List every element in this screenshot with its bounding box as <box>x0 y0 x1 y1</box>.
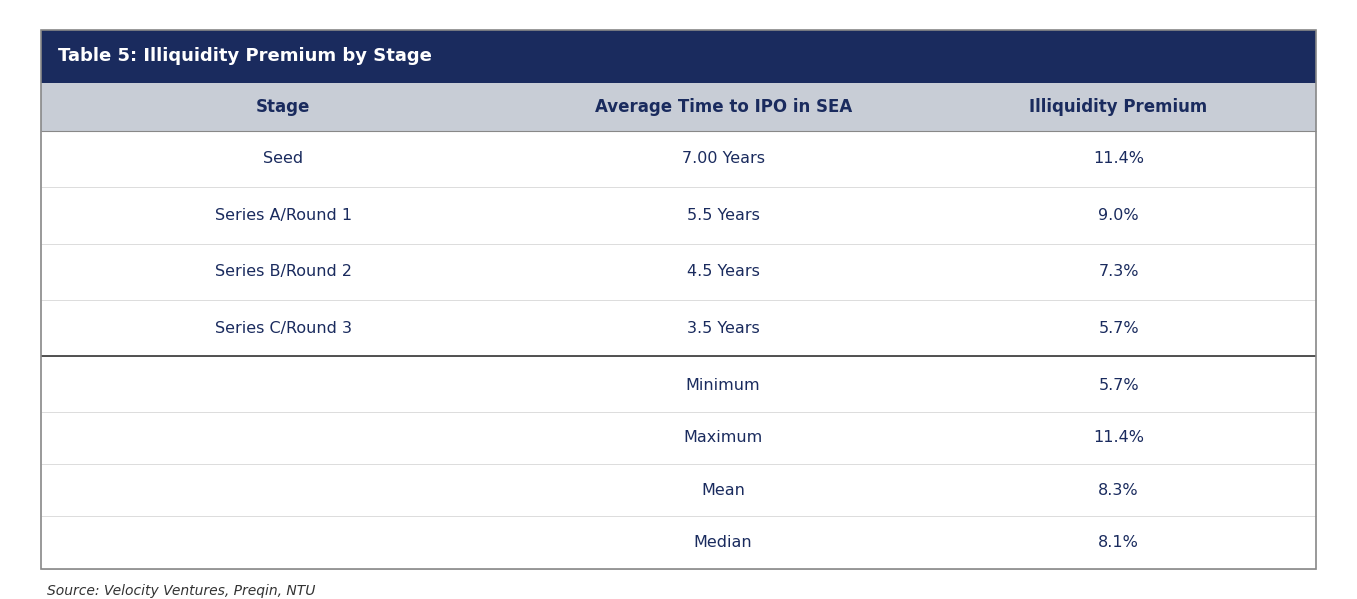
Text: Illiquidity Premium: Illiquidity Premium <box>1030 98 1208 116</box>
Text: 3.5 Years: 3.5 Years <box>687 320 760 335</box>
Bar <box>41 83 1316 131</box>
Text: Table 5: Illiquidity Premium by Stage: Table 5: Illiquidity Premium by Stage <box>58 47 433 65</box>
Text: Average Time to IPO in SEA: Average Time to IPO in SEA <box>594 98 852 116</box>
Text: Source: Velocity Ventures, Preqin, NTU: Source: Velocity Ventures, Preqin, NTU <box>47 585 316 598</box>
Text: Series A/Round 1: Series A/Round 1 <box>214 208 351 223</box>
Text: Seed: Seed <box>263 152 303 167</box>
Text: 7.3%: 7.3% <box>1098 264 1139 279</box>
Text: 5.7%: 5.7% <box>1098 378 1139 393</box>
Text: 9.0%: 9.0% <box>1098 208 1139 223</box>
Text: Mean: Mean <box>702 483 745 498</box>
Text: 5.7%: 5.7% <box>1098 320 1139 335</box>
Text: 7.00 Years: 7.00 Years <box>681 152 764 167</box>
Text: Series B/Round 2: Series B/Round 2 <box>214 264 351 279</box>
Text: 11.4%: 11.4% <box>1094 152 1144 167</box>
Text: 8.3%: 8.3% <box>1098 483 1139 498</box>
Text: 5.5 Years: 5.5 Years <box>687 208 760 223</box>
Text: 8.1%: 8.1% <box>1098 535 1139 550</box>
Text: Series C/Round 3: Series C/Round 3 <box>214 320 351 335</box>
Text: 4.5 Years: 4.5 Years <box>687 264 760 279</box>
Text: Stage: Stage <box>256 98 311 116</box>
Text: Maximum: Maximum <box>684 430 763 445</box>
Text: 11.4%: 11.4% <box>1094 430 1144 445</box>
Text: Median: Median <box>693 535 753 550</box>
Bar <box>41 30 1316 83</box>
Text: Minimum: Minimum <box>685 378 760 393</box>
